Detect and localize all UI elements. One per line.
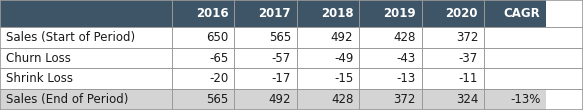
Text: 428: 428 [394,31,416,44]
Text: 492: 492 [331,31,353,44]
Bar [234,27,297,48]
Bar [297,27,359,48]
Bar [484,68,546,89]
Bar [422,68,484,89]
Bar [422,27,484,48]
Text: Sales (End of Period): Sales (End of Period) [6,93,128,106]
Text: 428: 428 [331,93,353,106]
Text: 492: 492 [268,93,291,106]
Bar [484,0,546,27]
Text: -49: -49 [334,52,353,65]
Bar [234,48,297,68]
Text: 565: 565 [269,31,291,44]
Text: -43: -43 [396,52,416,65]
Bar [0,27,172,48]
Bar [484,89,546,110]
Text: 2016: 2016 [196,7,229,20]
Text: -57: -57 [272,52,291,65]
Bar [297,68,359,89]
Text: -20: -20 [209,72,229,85]
Text: 650: 650 [206,31,229,44]
Bar [0,68,172,89]
Bar [234,68,297,89]
Bar [172,27,234,48]
Bar [359,0,422,27]
Bar [422,89,484,110]
Text: -11: -11 [459,72,478,85]
Bar [484,48,546,68]
Text: -15: -15 [334,72,353,85]
Text: -37: -37 [459,52,478,65]
Text: CAGR: CAGR [504,7,540,20]
Text: Sales (Start of Period): Sales (Start of Period) [6,31,135,44]
Text: Churn Loss: Churn Loss [6,52,71,65]
Text: -13: -13 [396,72,416,85]
Text: 324: 324 [456,93,478,106]
Bar [359,48,422,68]
Bar [172,0,234,27]
Text: -17: -17 [272,72,291,85]
Bar [234,0,297,27]
Bar [297,48,359,68]
Text: 2020: 2020 [445,7,478,20]
Text: Shrink Loss: Shrink Loss [6,72,73,85]
Text: 565: 565 [206,93,229,106]
Text: 372: 372 [456,31,478,44]
Text: -65: -65 [209,52,229,65]
Bar [172,68,234,89]
Bar [422,0,484,27]
Text: 2017: 2017 [258,7,291,20]
Bar [422,48,484,68]
Bar [0,0,172,27]
Bar [172,48,234,68]
Bar [359,68,422,89]
Text: 2019: 2019 [383,7,416,20]
Bar [297,89,359,110]
Bar [297,0,359,27]
Bar [359,89,422,110]
Text: -13%: -13% [510,93,540,106]
Bar [0,89,172,110]
Bar [359,27,422,48]
Bar [0,48,172,68]
Bar [484,27,546,48]
Bar [172,89,234,110]
Text: 372: 372 [394,93,416,106]
Bar [234,89,297,110]
Text: 2018: 2018 [321,7,353,20]
